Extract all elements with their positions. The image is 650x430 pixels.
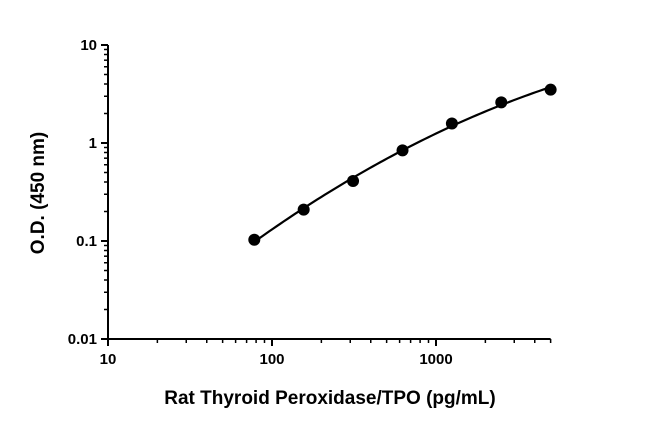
data-point	[396, 144, 409, 157]
data-point	[445, 117, 458, 130]
y-tick-label: 0.01	[68, 331, 97, 348]
data-point	[544, 83, 557, 96]
data-point	[347, 174, 360, 187]
y-tick-label: 1	[89, 135, 97, 152]
fit-curve	[253, 86, 551, 243]
y-ticks: 0.01 0.1 1 10	[68, 37, 108, 348]
y-tick-label: 10	[80, 37, 97, 54]
data-point	[495, 96, 508, 109]
y-minor-ticks	[104, 48, 108, 311]
x-minor-ticks	[156, 339, 552, 343]
x-tick-label: 10	[100, 351, 117, 368]
data-point	[248, 233, 261, 246]
x-axis-title: Rat Thyroid Peroxidase/TPO (pg/mL)	[164, 388, 496, 409]
y-axis-title: O.D. (450 nm)	[28, 132, 49, 254]
x-tick-label: 1000	[419, 351, 452, 368]
x-ticks: 10 100 1000	[100, 339, 453, 368]
x-axis: 10 100 1000	[100, 338, 552, 368]
y-axis: 0.01 0.1 1 10	[68, 37, 109, 348]
data-point	[297, 203, 310, 216]
x-tick-label: 100	[259, 351, 284, 368]
y-tick-label: 0.1	[76, 233, 97, 250]
data-points	[248, 83, 557, 246]
